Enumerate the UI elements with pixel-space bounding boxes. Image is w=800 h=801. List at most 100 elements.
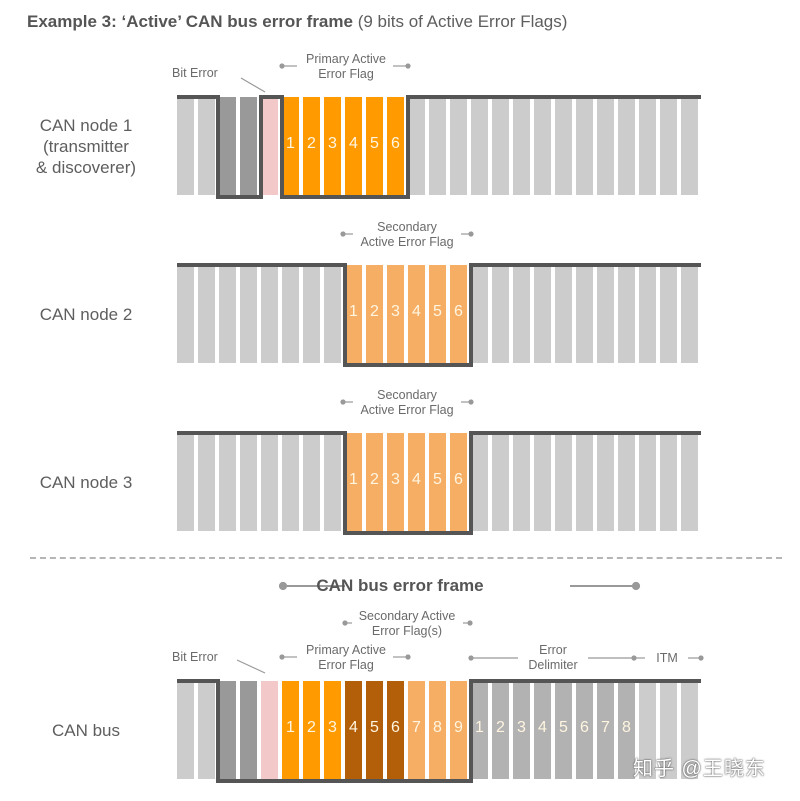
bit-number: 3 — [328, 135, 337, 152]
bit-cell — [240, 265, 257, 363]
bit-cell — [660, 265, 677, 363]
watermark: 知乎 @王晓东 — [633, 758, 766, 780]
bit-cell: 3 — [387, 433, 404, 531]
bit-cell — [492, 433, 509, 531]
row-label-line: & discoverer) — [35, 158, 137, 177]
bit-cell — [534, 265, 551, 363]
bit-cell: 4 — [408, 433, 425, 531]
bit-cell — [576, 97, 593, 195]
annotation-line: Error Flag — [318, 67, 374, 81]
bit-cell: 3 — [324, 681, 341, 779]
annotation-line: Active Error Flag — [360, 235, 454, 249]
bit-cell — [261, 681, 278, 779]
row-label-line: CAN node 2 — [39, 305, 133, 324]
bit-number: 4 — [412, 471, 421, 488]
annotation-itm: ITM — [656, 651, 678, 665]
bit-cell: 3 — [387, 265, 404, 363]
annotation-secondary-flag-node-3: Secondary Active Error Flag — [355, 388, 459, 418]
bit-number: 8 — [622, 719, 631, 736]
annotation-line: Error Flag(s) — [371, 624, 443, 638]
bit-cell: 5 — [429, 433, 446, 531]
bit-cell — [177, 433, 194, 531]
bit-cell — [555, 97, 572, 195]
row-label-line: CAN node 3 — [39, 473, 133, 492]
bit-cell — [471, 433, 488, 531]
bit-number: 4 — [349, 719, 358, 736]
bit-number: 8 — [433, 719, 442, 736]
bit-cell — [219, 97, 236, 195]
bit-number: 2 — [370, 303, 379, 320]
bit-number: 1 — [286, 719, 295, 736]
bit-cell — [681, 265, 698, 363]
bit-cell — [198, 681, 215, 779]
bit-cell — [618, 265, 635, 363]
bit-cell: 5 — [429, 265, 446, 363]
bit-cell — [618, 97, 635, 195]
waveform-node-2 — [177, 263, 701, 367]
bit-number: 6 — [580, 719, 589, 736]
bit-number: 1 — [475, 719, 484, 736]
bit-number: 1 — [349, 471, 358, 488]
annotation-line: Error — [539, 643, 567, 657]
bit-cell — [219, 265, 236, 363]
bit-cell — [639, 433, 656, 531]
bit-cell — [219, 433, 236, 531]
bit-cell: 1 — [471, 681, 488, 779]
bit-cell — [471, 97, 488, 195]
bit-cell — [177, 97, 194, 195]
bit-cell: 1 — [282, 97, 299, 195]
bit-number: 4 — [412, 303, 421, 320]
annotation-error-delimiter: Error Delimiter — [518, 643, 588, 673]
bit-cell: 4 — [534, 681, 551, 779]
annotation-line: Active Error Flag — [360, 403, 454, 417]
bit-cell — [597, 97, 614, 195]
bit-cell — [282, 433, 299, 531]
bit-cell: 7 — [597, 681, 614, 779]
bit-error-pointer-arrow — [240, 77, 266, 93]
bit-cell — [450, 97, 467, 195]
annotation-primary-flag-node-1: Primary Active Error Flag — [300, 52, 392, 82]
bit-number: 6 — [454, 303, 463, 320]
row-label-node-3: CAN node 3 — [22, 472, 150, 493]
bit-number: 9 — [454, 719, 463, 736]
bit-number: 3 — [328, 719, 337, 736]
frame-title: CAN bus error frame — [316, 576, 484, 595]
bit-number: 5 — [433, 303, 442, 320]
bit-number: 5 — [370, 135, 379, 152]
waveform-can-bus — [177, 679, 701, 783]
bit-cell: 5 — [555, 681, 572, 779]
bit-number: 4 — [349, 135, 358, 152]
annotation-line: Primary Active — [306, 643, 386, 657]
bit-cell — [555, 265, 572, 363]
bit-cell — [660, 97, 677, 195]
bit-cell — [681, 433, 698, 531]
bit-cell — [660, 433, 677, 531]
bit-cell — [261, 265, 278, 363]
bit-cell — [240, 97, 257, 195]
row-label-line: (transmitter — [43, 137, 129, 156]
row-label-node-1: CAN node 1 (transmitter & discoverer) — [22, 115, 150, 178]
bit-cell: 2 — [303, 97, 320, 195]
title-normal: (9 bits of Active Error Flags) — [352, 12, 568, 31]
bit-cell — [324, 433, 341, 531]
bit-cell — [555, 433, 572, 531]
bit-cell: 5 — [366, 681, 383, 779]
row-label-line: CAN node 1 — [39, 116, 133, 135]
bit-cell — [534, 97, 551, 195]
bit-cell — [513, 97, 530, 195]
bit-cell: 1 — [345, 265, 362, 363]
bit-cell — [534, 433, 551, 531]
bit-cell: 6 — [387, 97, 404, 195]
annotation-line: Secondary — [377, 388, 437, 402]
bit-cell — [177, 681, 194, 779]
bit-cell — [471, 265, 488, 363]
annotation-bit-error-can-bus: Bit Error — [172, 650, 218, 664]
annotation-secondary-flag-node-2: Secondary Active Error Flag — [355, 220, 459, 250]
bit-number: 1 — [349, 303, 358, 320]
bit-cell — [177, 265, 194, 363]
bit-number: 3 — [391, 303, 400, 320]
bit-cell — [639, 681, 656, 779]
bit-number: 2 — [370, 471, 379, 488]
